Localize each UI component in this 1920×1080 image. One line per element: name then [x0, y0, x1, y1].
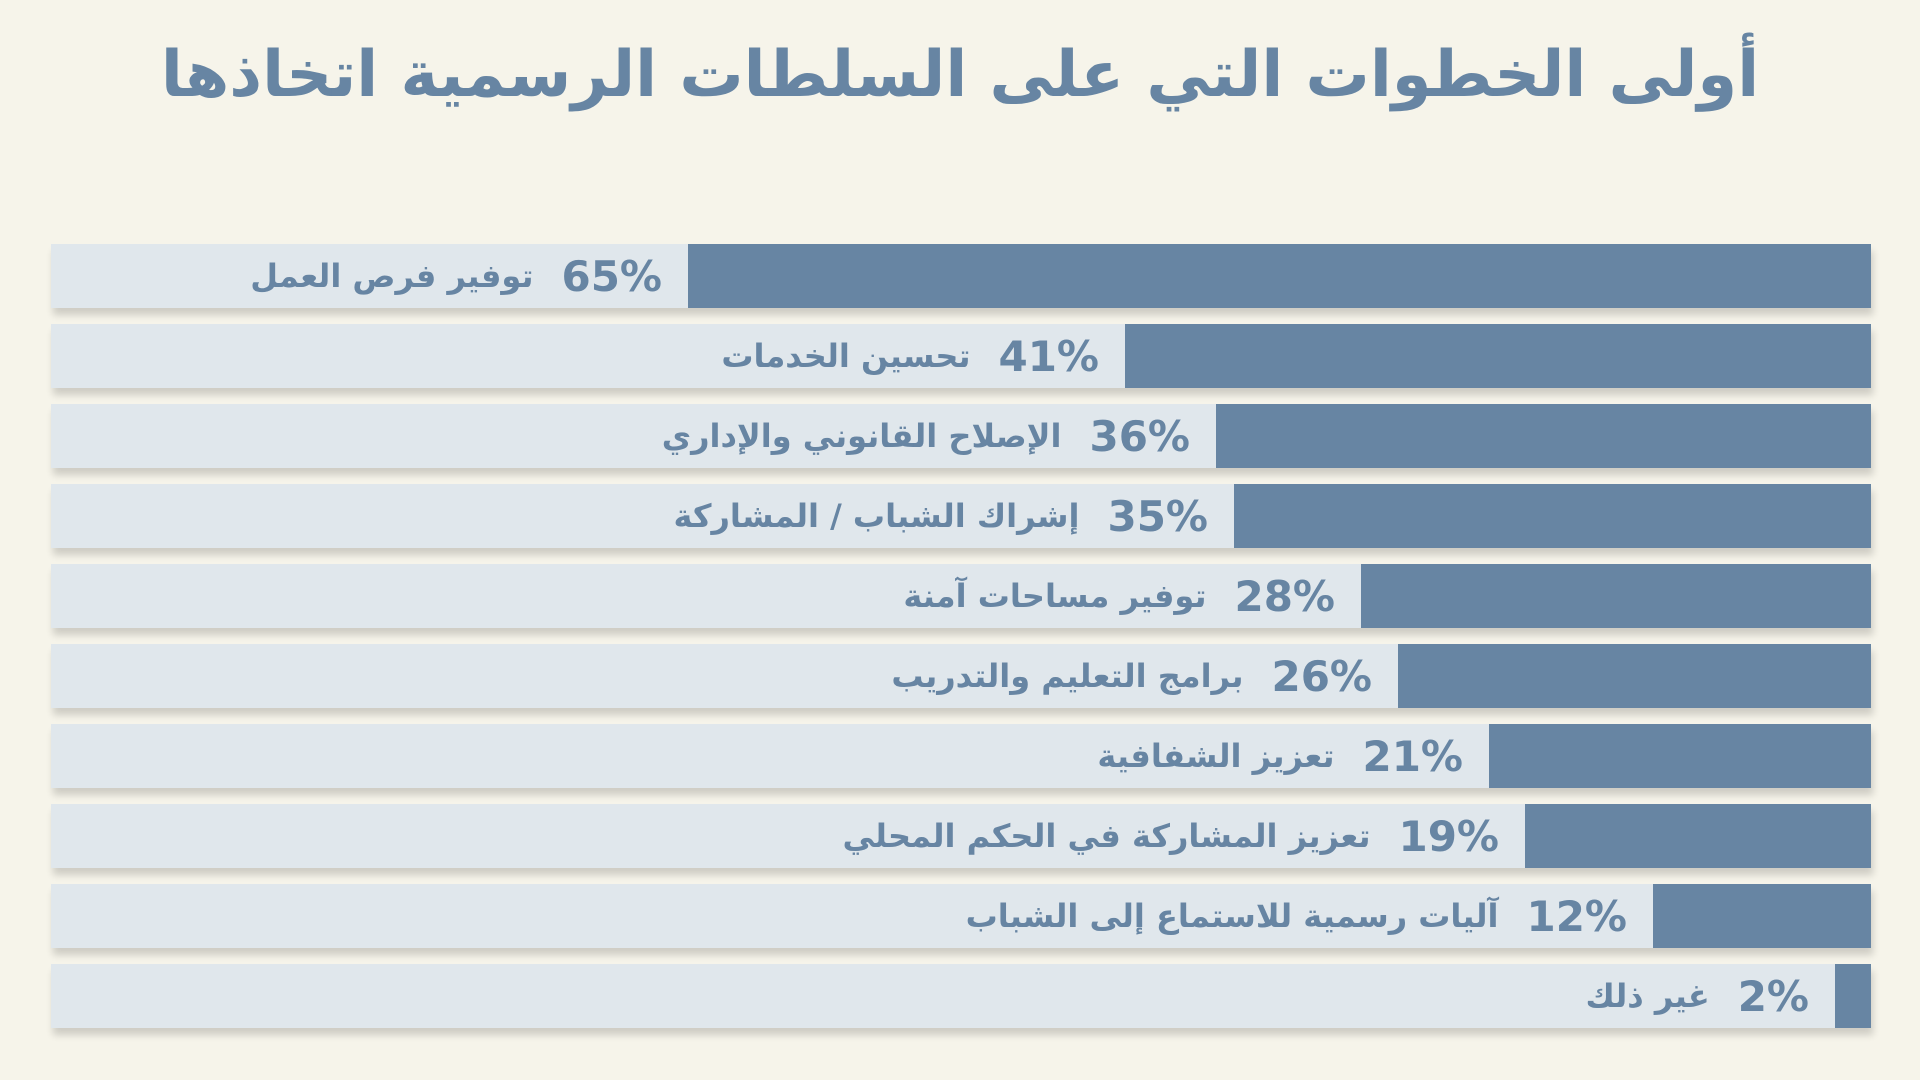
category-label: غير ذلك	[1585, 977, 1710, 1015]
bar-label: آليات رسمية للاستماع إلى الشباب 12%	[966, 884, 1627, 948]
category-label: إشراك الشباب / المشاركة	[673, 497, 1080, 535]
bar-label: برامج التعليم والتدريب 26%	[891, 644, 1372, 708]
bar	[1835, 964, 1871, 1028]
bar-row: الإصلاح القانوني والإداري 36%	[51, 404, 1871, 468]
value-label: 26%	[1271, 651, 1372, 701]
bar-row: توفير فرص العمل 65%	[51, 244, 1871, 308]
bar-row: تعزيز الشفافية 21%	[51, 724, 1871, 788]
bar-label: غير ذلك 2%	[1585, 964, 1809, 1028]
value-label: 35%	[1107, 491, 1208, 541]
bar-label: تعزيز المشاركة في الحكم المحلي 19%	[843, 804, 1499, 868]
bar	[1216, 404, 1871, 468]
bar-row: إشراك الشباب / المشاركة 35%	[51, 484, 1871, 548]
bar	[1125, 324, 1871, 388]
bar-label: إشراك الشباب / المشاركة 35%	[673, 484, 1208, 548]
bar-label: توفير فرص العمل 65%	[250, 244, 662, 308]
bar-label: الإصلاح القانوني والإداري 36%	[662, 404, 1190, 468]
bar-row: تعزيز المشاركة في الحكم المحلي 19%	[51, 804, 1871, 868]
chart-title: أولى الخطوات التي على السلطات الرسمية ات…	[160, 38, 1760, 112]
value-label: 21%	[1362, 731, 1463, 781]
category-label: تعزيز الشفافية	[1097, 737, 1335, 775]
bar	[1361, 564, 1871, 628]
bar-row: توفير مساحات آمنة 28%	[51, 564, 1871, 628]
value-label: 12%	[1526, 891, 1627, 941]
category-label: آليات رسمية للاستماع إلى الشباب	[965, 897, 1499, 935]
category-label: توفير مساحات آمنة	[903, 577, 1207, 615]
value-label: 41%	[998, 331, 1099, 381]
category-label: تعزيز المشاركة في الحكم المحلي	[842, 817, 1371, 855]
category-label: برامج التعليم والتدريب	[891, 657, 1244, 695]
value-label: 28%	[1234, 571, 1335, 621]
bar	[1234, 484, 1871, 548]
value-label: 36%	[1089, 411, 1190, 461]
value-label: 65%	[561, 251, 662, 301]
bar	[1653, 884, 1871, 948]
bar-chart: توفير فرص العمل 65% تحسين الخدمات 41% الإصلا…	[51, 244, 1871, 1044]
category-label: الإصلاح القانوني والإداري	[661, 417, 1062, 455]
bar-row: غير ذلك 2%	[51, 964, 1871, 1028]
bar-row: آليات رسمية للاستماع إلى الشباب 12%	[51, 884, 1871, 948]
category-label: تحسين الخدمات	[721, 337, 971, 375]
bar	[688, 244, 1871, 308]
bar-label: تعزيز الشفافية 21%	[1097, 724, 1463, 788]
bar-row: تحسين الخدمات 41%	[51, 324, 1871, 388]
value-label: 19%	[1398, 811, 1499, 861]
bar-row: برامج التعليم والتدريب 26%	[51, 644, 1871, 708]
bar	[1398, 644, 1871, 708]
bar	[1489, 724, 1871, 788]
value-label: 2%	[1737, 971, 1809, 1021]
bar	[1525, 804, 1871, 868]
bar-label: توفير مساحات آمنة 28%	[903, 564, 1335, 628]
category-label: توفير فرص العمل	[250, 257, 534, 295]
bar-label: تحسين الخدمات 41%	[721, 324, 1099, 388]
